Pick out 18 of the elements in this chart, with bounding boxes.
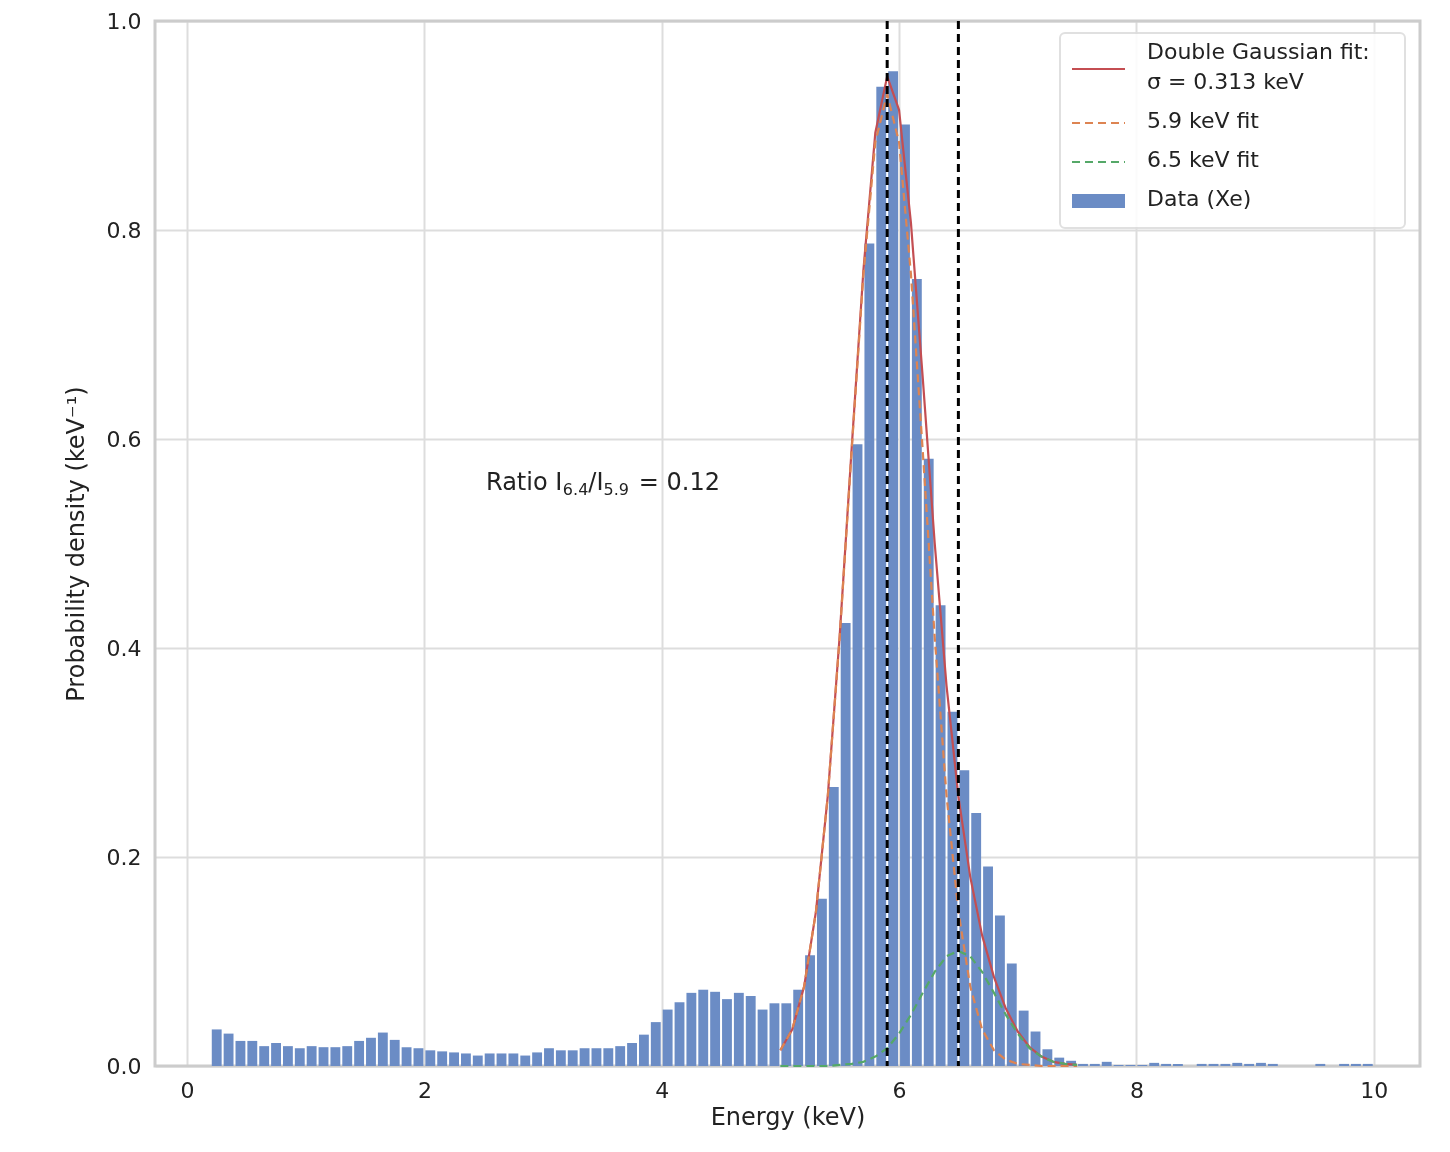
x-tick-label: 4 — [655, 1077, 670, 1103]
x-tick-label: 6 — [892, 1077, 907, 1103]
x-tick-label: 8 — [1129, 1077, 1144, 1103]
y-tick-label: 0.0 — [106, 1053, 142, 1079]
x-axis-title: Energy (keV) — [710, 1102, 866, 1131]
y-axis-title: Probability density (keV⁻¹) — [61, 386, 90, 702]
legend-label: Data (Xe) — [1147, 186, 1252, 211]
y-tick-label: 0.4 — [106, 635, 142, 661]
x-tick-label: 0 — [180, 1077, 195, 1103]
y-tick-label: 0.6 — [106, 426, 142, 452]
legend-label: 6.5 keV fit — [1147, 147, 1260, 172]
x-tick-label: 10 — [1360, 1077, 1389, 1103]
legend-label: Double Gaussian fit: σ = 0.313 keV — [1147, 39, 1370, 94]
x-tick-label: 2 — [417, 1077, 432, 1103]
y-tick-label: 0.8 — [106, 217, 142, 243]
y-tick-label: 1.0 — [106, 8, 142, 34]
legend-label: 5.9 keV fit — [1147, 108, 1260, 133]
y-tick-label: 0.2 — [106, 844, 142, 870]
